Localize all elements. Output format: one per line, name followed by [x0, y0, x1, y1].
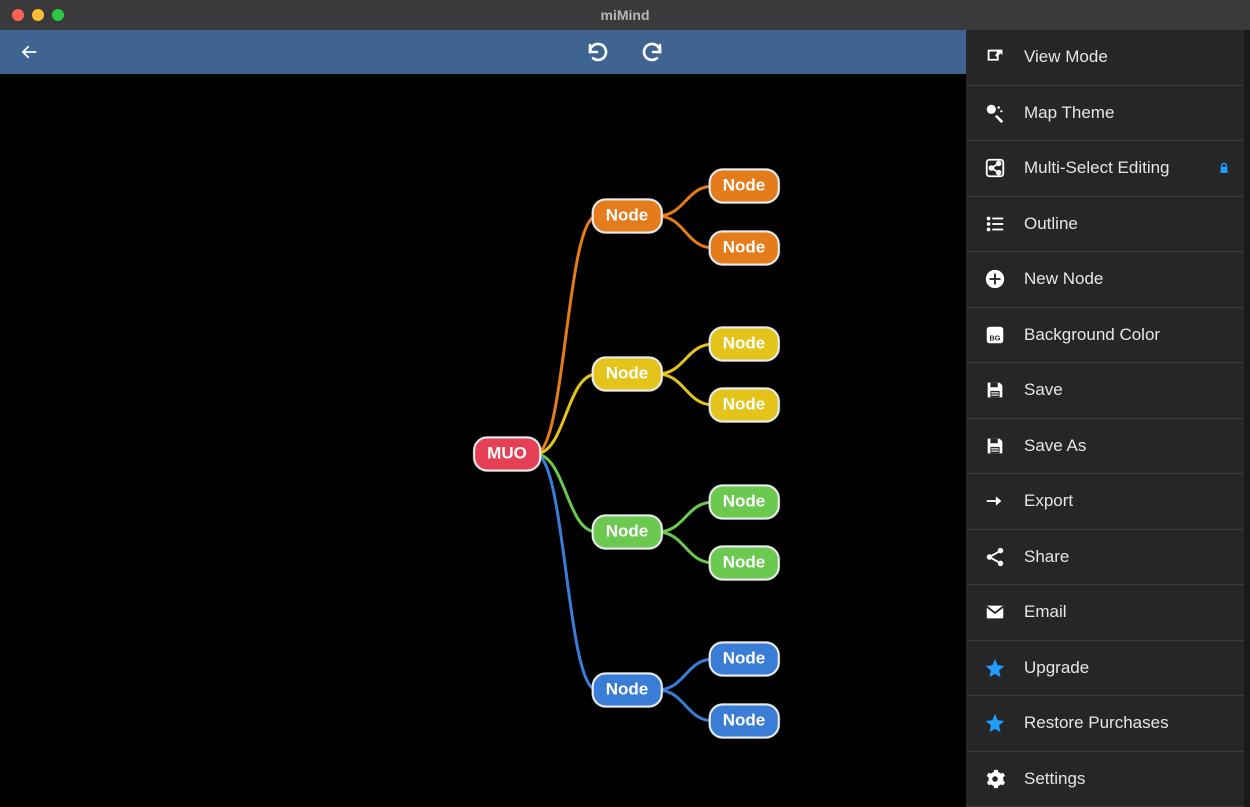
menu-item-label: Outline [1024, 214, 1078, 234]
title-bar: miMind [0, 0, 1250, 30]
bg-color-icon: BG [984, 324, 1006, 346]
window-controls [12, 9, 64, 21]
menu-item-multi-select-editing[interactable]: Multi-Select Editing [966, 141, 1244, 197]
outline-icon [984, 213, 1006, 235]
menu-item-map-theme[interactable]: Map Theme [966, 86, 1244, 142]
email-icon [984, 601, 1006, 623]
mindmap-node[interactable]: Node [709, 231, 780, 266]
save-as-icon [984, 435, 1006, 457]
menu-item-label: Restore Purchases [1024, 713, 1169, 733]
menu-item-restore-purchases[interactable]: Restore Purchases [966, 696, 1244, 752]
menu-item-label: Upgrade [1024, 658, 1089, 678]
star-icon [984, 657, 1006, 679]
mindmap-node[interactable]: Node [709, 388, 780, 423]
undo-icon [586, 40, 610, 64]
window-title: miMind [601, 7, 650, 23]
menu-item-label: Map Theme [1024, 103, 1114, 123]
settings-icon [984, 768, 1006, 790]
menu-item-save-as[interactable]: Save As [966, 419, 1244, 475]
view-mode-icon [984, 46, 1006, 68]
menu-item-label: Save [1024, 380, 1063, 400]
menu-item-email[interactable]: Email [966, 585, 1244, 641]
multi-select-icon [984, 157, 1006, 179]
save-icon [984, 379, 1006, 401]
lock-icon [1218, 161, 1230, 175]
menu-item-label: Background Color [1024, 325, 1160, 345]
mindmap-node[interactable]: Node [709, 546, 780, 581]
undo-button[interactable] [584, 38, 612, 66]
minimize-window-button[interactable] [32, 9, 44, 21]
menu-item-label: Export [1024, 491, 1073, 511]
menu-item-label: View Mode [1024, 47, 1108, 67]
theme-icon [984, 102, 1006, 124]
menu-item-save[interactable]: Save [966, 363, 1244, 419]
menu-item-label: Email [1024, 602, 1067, 622]
mindmap-node[interactable]: Node [592, 357, 663, 392]
menu-item-upgrade[interactable]: Upgrade [966, 641, 1244, 697]
mindmap-node[interactable]: Node [709, 485, 780, 520]
back-arrow-icon [18, 41, 40, 63]
mindmap-node[interactable]: Node [709, 642, 780, 677]
zoom-window-button[interactable] [52, 9, 64, 21]
mindmap-node[interactable]: Node [592, 673, 663, 708]
mindmap-node[interactable]: Node [592, 199, 663, 234]
new-node-icon [984, 268, 1006, 290]
menu-item-label: New Node [1024, 269, 1103, 289]
mindmap-node[interactable]: MUO [473, 437, 541, 472]
side-menu: View Mode Map Theme Multi-Select Editing Ou… [966, 30, 1244, 807]
export-icon [984, 490, 1006, 512]
menu-item-background-color[interactable]: BG Background Color [966, 308, 1244, 364]
redo-button[interactable] [638, 38, 666, 66]
mindmap-node[interactable]: Node [709, 704, 780, 739]
back-button[interactable] [14, 37, 44, 67]
close-window-button[interactable] [12, 9, 24, 21]
menu-item-new-node[interactable]: New Node [966, 252, 1244, 308]
menu-item-export[interactable]: Export [966, 474, 1244, 530]
menu-item-outline[interactable]: Outline [966, 197, 1244, 253]
menu-item-share[interactable]: Share [966, 530, 1244, 586]
menu-item-view-mode[interactable]: View Mode [966, 30, 1244, 86]
svg-text:BG: BG [990, 333, 1001, 342]
redo-icon [640, 40, 664, 64]
menu-item-label: Multi-Select Editing [1024, 158, 1170, 178]
mindmap-node[interactable]: Node [709, 169, 780, 204]
mindmap-node[interactable]: Node [592, 515, 663, 550]
share-icon [984, 546, 1006, 568]
menu-item-label: Save As [1024, 436, 1086, 456]
menu-item-label: Settings [1024, 769, 1085, 789]
menu-item-label: Share [1024, 547, 1069, 567]
mindmap-node[interactable]: Node [709, 327, 780, 362]
scrollbar[interactable] [1244, 30, 1250, 807]
menu-item-settings[interactable]: Settings [966, 752, 1244, 807]
star-icon [984, 712, 1006, 734]
